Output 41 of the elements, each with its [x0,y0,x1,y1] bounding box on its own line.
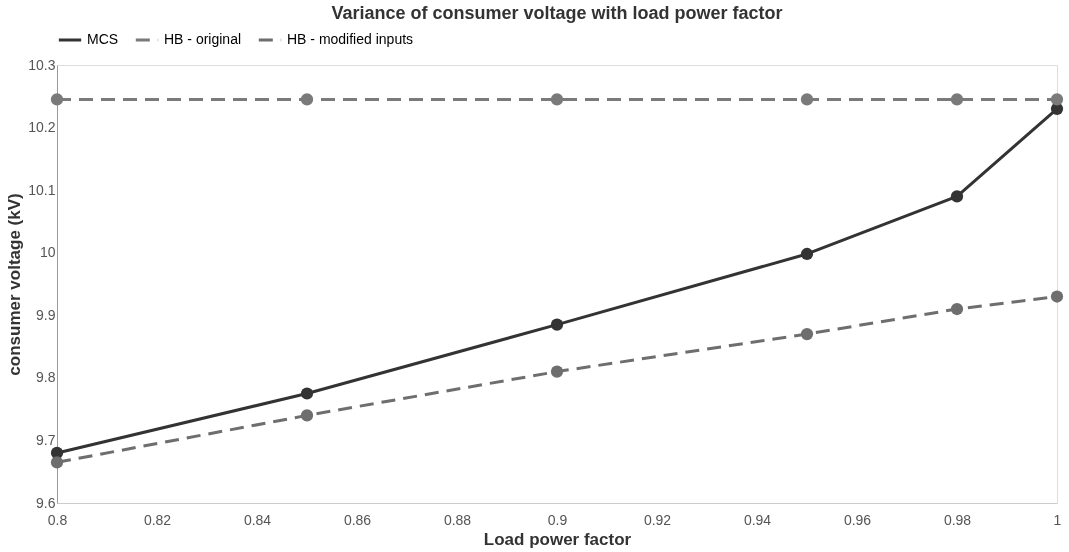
y-tick-label: 10.3 [28,56,56,73]
y-tick-label: 9.7 [36,431,56,448]
point [50,93,64,106]
point [800,247,814,261]
legend-label: MCS [87,31,119,47]
x-tick-label: 0.96 [843,511,872,528]
x-axis-title: Load power factor [483,529,632,549]
y-tick-label: 10.1 [28,181,56,198]
y-tick-label: 9.6 [36,494,56,511]
legend-label: HB - modified inputs [287,31,414,47]
point [950,302,964,316]
chart-title: Variance of consumer voltage with load power factor [331,3,783,23]
point [300,387,314,400]
y-tick-label: 10 [39,244,56,261]
x-tick-label: 0.94 [743,511,772,528]
point [550,93,564,106]
point [800,93,814,106]
point [950,190,964,203]
x-tick-label: 0.9 [547,511,568,528]
legend-label: HB - original [164,31,242,47]
y-axis-title: consumer voltage (kV) [5,193,25,376]
x-tick-label: 0.86 [343,511,372,528]
point [50,456,64,469]
point [950,93,964,106]
x-tick-label: 0.98 [943,511,972,528]
point [550,318,564,331]
point [300,409,314,422]
x-tick-label: 1 [1053,511,1062,528]
y-tick-label: 9.8 [36,369,56,386]
y-tick-label: 10.2 [28,119,56,136]
point [300,93,314,106]
x-tick-label: 0.84 [243,511,272,528]
point [1050,93,1064,106]
x-tick-label: 0.82 [143,511,172,528]
x-tick-label: 0.88 [443,511,472,528]
y-tick-label: 9.9 [36,306,56,323]
point [1050,290,1064,303]
x-tick-label: 0.8 [47,511,68,528]
x-tick-label: 0.92 [643,511,672,528]
point [800,327,814,341]
point [550,365,564,378]
